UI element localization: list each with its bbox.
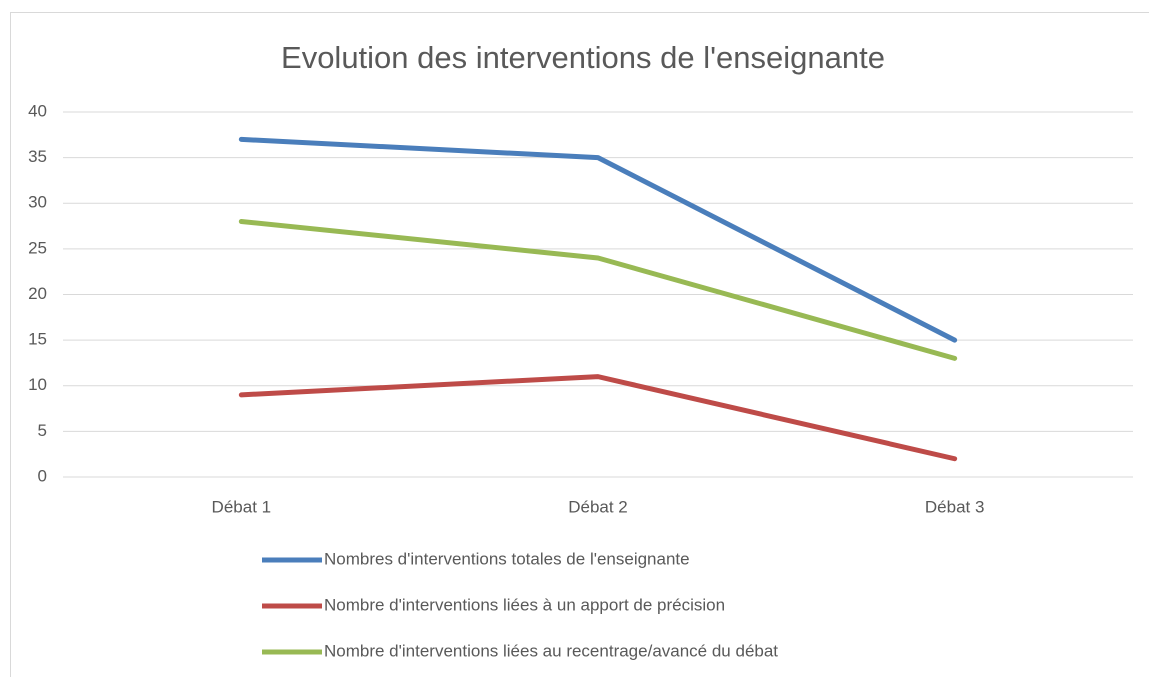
- y-tick-label: 5: [38, 421, 47, 440]
- y-tick-label: 25: [28, 238, 47, 257]
- y-tick-label: 30: [28, 193, 47, 212]
- y-tick-label: 10: [28, 375, 47, 394]
- x-tick-label: Débat 3: [925, 497, 985, 516]
- legend-label: Nombre d'interventions liées à un apport…: [324, 595, 725, 614]
- y-tick-label: 15: [28, 330, 47, 349]
- y-tick-label: 40: [28, 101, 47, 120]
- x-tick-label: Débat 2: [568, 497, 628, 516]
- chart-title: Evolution des interventions de l'enseign…: [281, 40, 885, 75]
- legend-label: Nombre d'interventions liées au recentra…: [324, 641, 778, 660]
- y-tick-label: 20: [28, 284, 47, 303]
- y-tick-label: 0: [38, 466, 47, 485]
- x-tick-label: Débat 1: [212, 497, 272, 516]
- legend-label: Nombres d'interventions totales de l'ens…: [324, 549, 690, 568]
- y-tick-label: 35: [28, 147, 47, 166]
